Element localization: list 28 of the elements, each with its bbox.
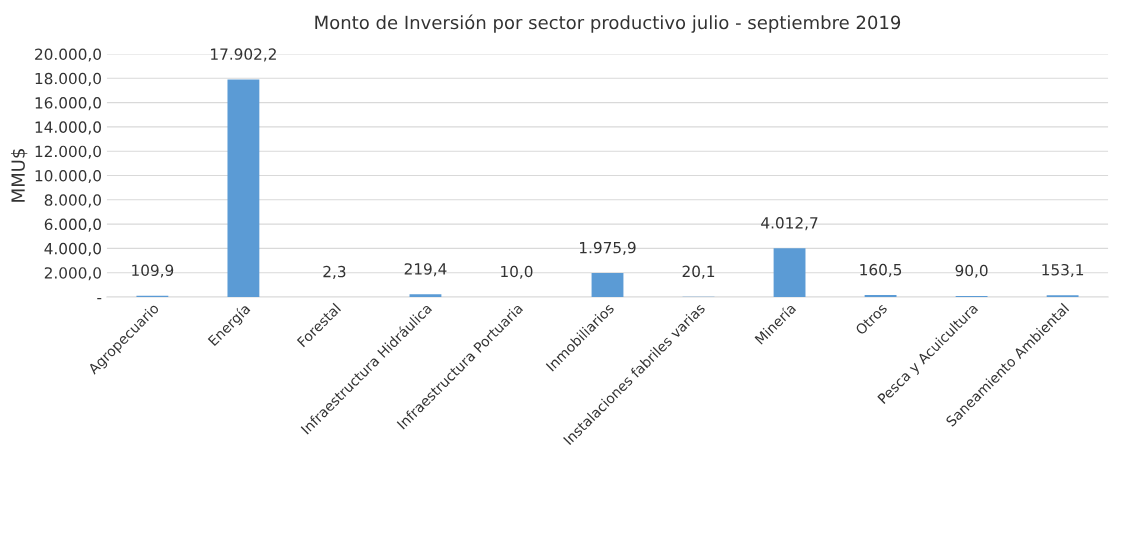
y-tick-label: 14.000,0 <box>35 121 101 135</box>
data-label: 1.975,9 <box>580 241 636 255</box>
y-tick-label: 2.000,0 <box>44 267 101 281</box>
data-label: 4.012,7 <box>761 217 818 231</box>
data-label: 109,9 <box>132 264 174 278</box>
data-label: 219,4 <box>404 263 447 277</box>
y-tick-label: 10.000,0 <box>35 169 101 184</box>
bar <box>591 272 624 297</box>
data-label: 17.902,2 <box>211 48 276 62</box>
y-tick-label: 12.000,0 <box>35 145 101 159</box>
bar <box>773 248 806 297</box>
y-tick-label: - <box>97 298 102 300</box>
data-label: 20,1 <box>682 265 715 279</box>
y-tick-label: 16.000,0 <box>35 97 101 111</box>
bar <box>409 294 442 297</box>
y-tick-label: 4.000,0 <box>44 242 101 256</box>
chart-title: Monto de Inversión por sector productivo julio - septiembre 2019 <box>315 14 901 33</box>
bar <box>227 79 260 297</box>
data-label: 2,3 <box>323 265 346 279</box>
data-label: 90,0 <box>955 264 988 278</box>
y-axis-title: MMU$ <box>10 149 28 202</box>
data-label: 153,1 <box>1042 263 1084 278</box>
y-tick-label: 20.000,0 <box>35 48 101 62</box>
y-tick-label: 8.000,0 <box>44 194 101 208</box>
data-label: 10,0 <box>501 265 533 279</box>
data-label: 160,5 <box>860 263 902 277</box>
y-tick-label: 6.000,0 <box>44 218 101 232</box>
y-tick-label: 18.000,0 <box>35 72 101 86</box>
